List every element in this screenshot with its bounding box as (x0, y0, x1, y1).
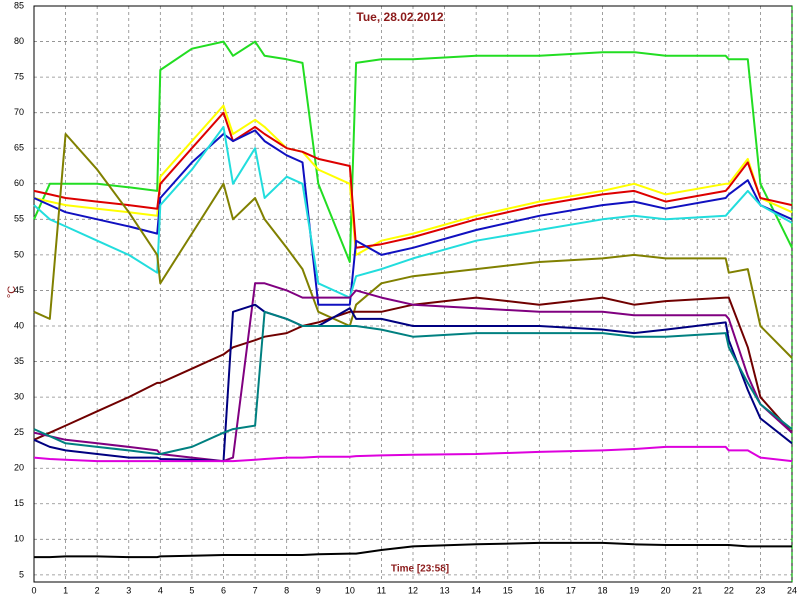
series-line (33, 445, 793, 463)
y-tick-label: 40 (14, 320, 24, 330)
x-tick-label: 14 (471, 585, 481, 595)
y-tick-label: 35 (14, 356, 24, 366)
series-line (33, 40, 793, 263)
y-tick-label: 30 (14, 391, 24, 401)
y-tick-label: 50 (14, 249, 24, 259)
y-tick-label: 15 (14, 498, 24, 508)
x-tick-label: 9 (316, 585, 321, 595)
series-line (33, 129, 793, 306)
x-tick-label: 8 (284, 585, 289, 595)
y-tick-label: 20 (14, 463, 24, 473)
x-axis-label: Time [23:58] (391, 564, 449, 575)
y-tick-label: 55 (14, 214, 24, 224)
x-tick-label: 19 (629, 585, 639, 595)
series-line (34, 541, 792, 559)
x-tick-label: 6 (221, 585, 226, 595)
x-tick-label: 2 (95, 585, 100, 595)
x-tick-label: 21 (692, 585, 702, 595)
x-tick-label: 4 (158, 585, 163, 595)
x-tick-label: 0 (31, 585, 36, 595)
x-tick-label: 20 (661, 585, 671, 595)
y-tick-label: 85 (14, 0, 24, 10)
x-tick-label: 17 (566, 585, 576, 595)
series-line (33, 125, 793, 299)
x-tick-label: 13 (440, 585, 450, 595)
x-tick-label: 1 (63, 585, 68, 595)
series-line (33, 282, 793, 463)
x-tick-label: 7 (253, 585, 258, 595)
y-tick-label: 70 (14, 107, 24, 117)
y-tick-label: 5 (19, 569, 24, 579)
y-tick-label: 60 (14, 178, 24, 188)
y-tick-label: 10 (14, 534, 24, 544)
x-tick-label: 24 (787, 585, 797, 595)
series-line (33, 133, 793, 359)
x-tick-label: 3 (126, 585, 131, 595)
series-line (33, 111, 793, 249)
series-line (33, 296, 793, 441)
x-tick-label: 12 (408, 585, 418, 595)
y-tick-label: 80 (14, 36, 24, 46)
x-tick-label: 23 (755, 585, 765, 595)
x-tick-label: 5 (189, 585, 194, 595)
x-tick-label: 18 (597, 585, 607, 595)
x-tick-label: 10 (345, 585, 355, 595)
chart-title: Tue, 28.02.2012 (356, 10, 443, 24)
x-tick-label: 16 (534, 585, 544, 595)
y-tick-label: 65 (14, 143, 24, 153)
y-axis-label: °C (6, 286, 18, 298)
y-tick-label: 25 (14, 427, 24, 437)
series-line (33, 310, 793, 455)
y-tick-label: 75 (14, 71, 24, 81)
x-tick-label: 22 (724, 585, 734, 595)
x-tick-label: 15 (503, 585, 513, 595)
series-line (33, 104, 793, 256)
y-tick-label: 45 (14, 285, 24, 295)
x-tick-label: 11 (377, 585, 386, 595)
